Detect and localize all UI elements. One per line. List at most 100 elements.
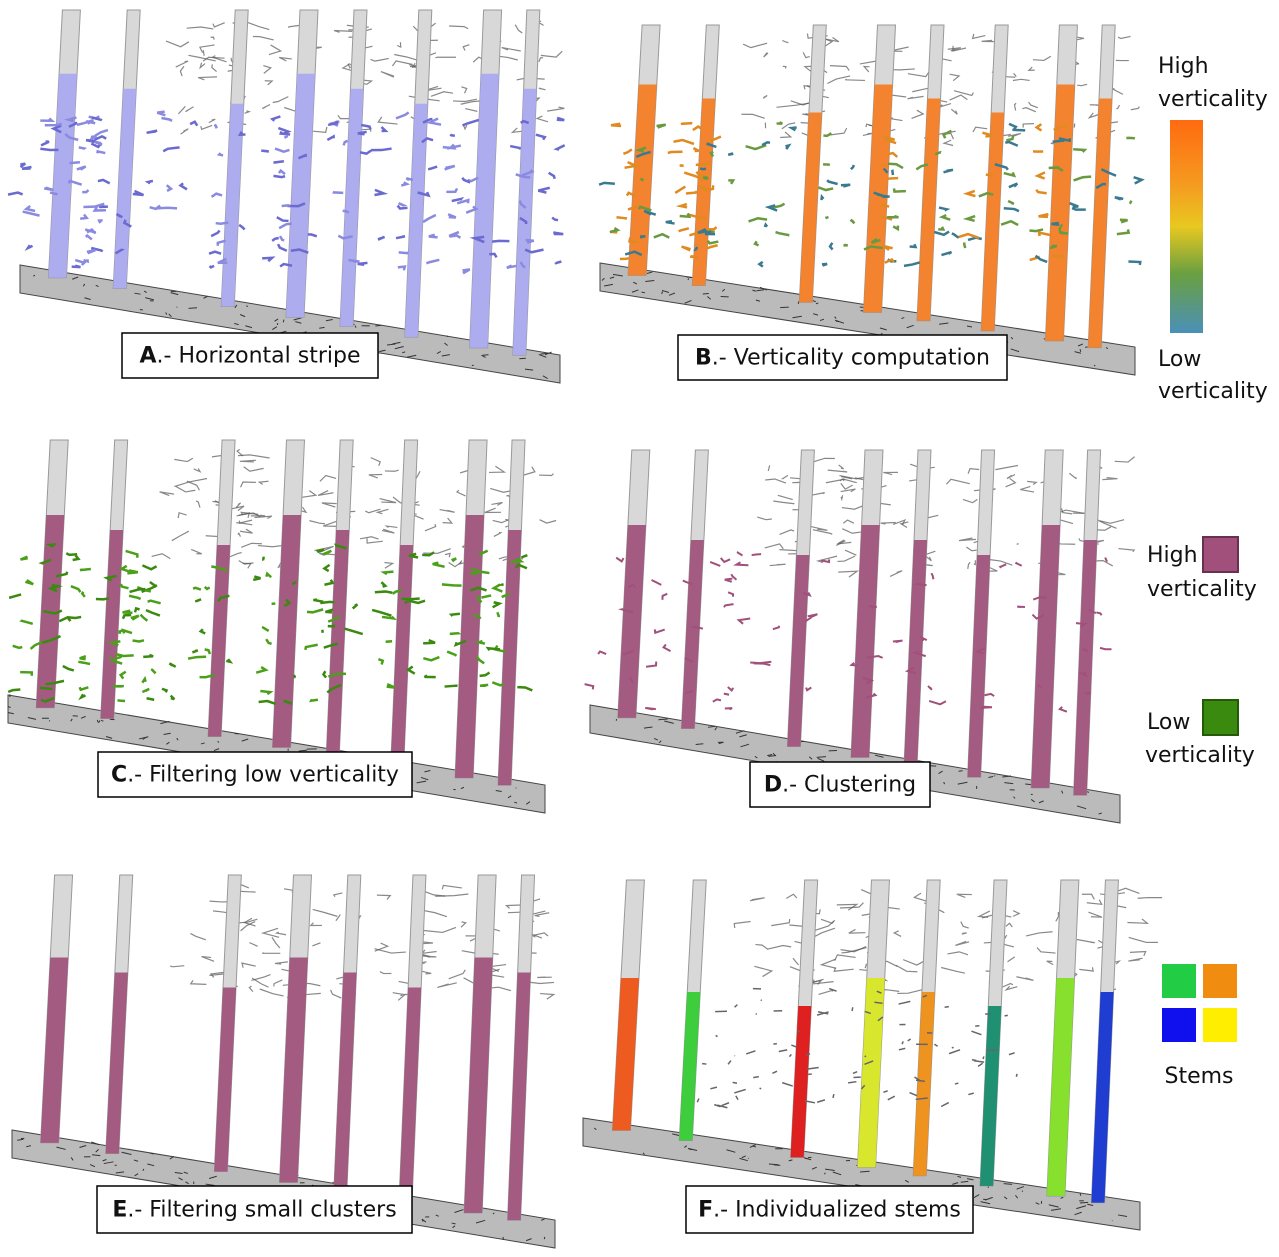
canopy: [311, 923, 322, 926]
foliage: [675, 187, 685, 193]
ground-texture: [97, 720, 98, 722]
foliage: [327, 136, 333, 139]
foliage: [893, 641, 903, 642]
canopy: [539, 58, 543, 62]
foliage: [955, 1083, 958, 1084]
foliage: [452, 199, 461, 201]
foliage: [129, 596, 141, 599]
stem-stripe: [113, 89, 136, 289]
foliage: [450, 633, 458, 634]
canopy: [897, 990, 922, 994]
foliage: [88, 122, 95, 125]
stem-stripe: [1045, 85, 1074, 341]
foliage: [645, 708, 656, 710]
foliage: [82, 592, 85, 597]
foliage: [266, 639, 271, 644]
canopy: [946, 479, 969, 484]
foliage: [66, 553, 77, 555]
foliage: [445, 166, 455, 169]
stem-stripe: [48, 74, 77, 278]
foliage: [22, 167, 31, 169]
foliage: [205, 649, 210, 654]
canopy: [318, 491, 333, 496]
canopy: [541, 51, 562, 57]
foliage: [928, 686, 932, 690]
foliage: [848, 1082, 856, 1083]
canopy: [263, 66, 270, 74]
canopy: [741, 114, 764, 118]
canopy: [786, 894, 796, 898]
foliage: [1097, 612, 1102, 615]
canopy: [819, 990, 834, 995]
foliage: [142, 689, 149, 692]
foliage: [690, 256, 698, 257]
foliage: [808, 614, 818, 617]
canopy: [196, 501, 200, 508]
canopy: [191, 980, 207, 984]
canopy: [449, 970, 466, 979]
foliage: [133, 191, 144, 195]
panel: [599, 25, 1142, 375]
canopy: [203, 50, 204, 56]
foliage: [817, 1100, 825, 1102]
foliage: [374, 190, 383, 195]
foliage: [725, 708, 732, 709]
foliage: [479, 641, 485, 644]
canopy: [190, 933, 205, 939]
foliage: [344, 141, 348, 146]
foliage: [399, 252, 409, 253]
foliage: [760, 1088, 762, 1089]
foliage: [40, 688, 53, 689]
foliage: [408, 667, 415, 674]
canopy: [1017, 544, 1019, 545]
foliage: [424, 676, 435, 678]
foliage: [967, 216, 975, 221]
foliage: [378, 659, 382, 664]
foliage: [887, 216, 898, 217]
caption-letter: C: [111, 763, 127, 788]
foliage: [210, 266, 215, 268]
foliage: [941, 1103, 949, 1107]
foliage: [806, 688, 811, 691]
canopy: [381, 72, 394, 78]
foliage: [680, 213, 690, 216]
canopy: [1060, 520, 1073, 524]
stem-stripe: [791, 1006, 812, 1157]
canopy: [442, 885, 462, 889]
foliage: [146, 610, 160, 615]
foliage: [123, 611, 133, 613]
foliage: [256, 667, 266, 673]
canopy: [211, 37, 215, 39]
foliage: [549, 173, 555, 179]
canopy: [260, 989, 284, 996]
foliage: [84, 259, 88, 261]
foliage: [599, 183, 615, 185]
canopy: [245, 111, 250, 113]
canopy: [743, 43, 767, 47]
canopy: [394, 54, 416, 59]
foliage: [466, 207, 476, 213]
foliage: [96, 598, 109, 599]
foliage: [253, 576, 260, 579]
foliage: [328, 625, 334, 627]
foliage: [610, 228, 618, 232]
foliage: [693, 148, 698, 151]
canopy: [1003, 984, 1013, 987]
foliage: [952, 233, 959, 237]
foliage: [934, 232, 949, 235]
foliage: [942, 215, 950, 220]
foliage: [711, 152, 713, 156]
panels: [8, 10, 1162, 1248]
canopy: [445, 553, 450, 557]
foliage: [401, 599, 419, 600]
canopy: [269, 45, 281, 55]
canopy: [377, 895, 390, 899]
foliage: [73, 555, 79, 560]
foliage: [657, 125, 666, 128]
canopy: [734, 922, 750, 929]
foliage: [140, 615, 147, 621]
foliage: [196, 599, 201, 602]
legend-swatch: [1162, 1008, 1196, 1042]
foliage: [152, 669, 155, 673]
canopy: [1118, 549, 1134, 552]
